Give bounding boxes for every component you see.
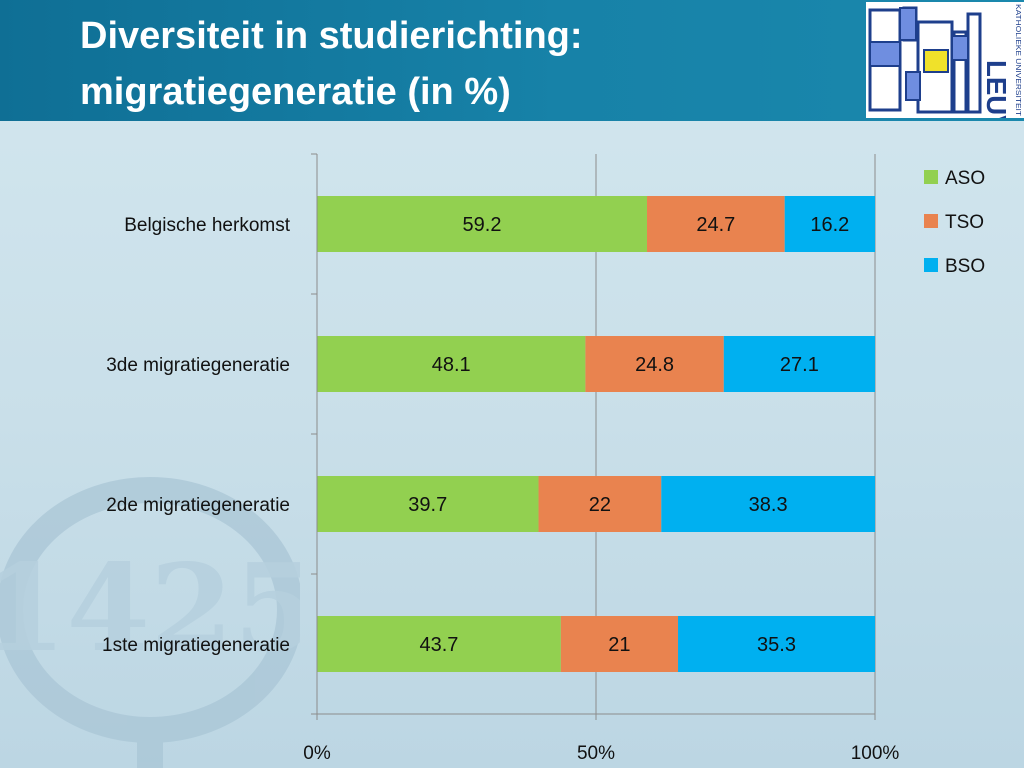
header-bar: Diversiteit in studierichting: migratieg… xyxy=(0,0,1024,121)
data-label: 24.7 xyxy=(696,214,735,236)
legend-swatch-bso xyxy=(924,258,938,272)
stacked-bar-chart: 59.2 24.7 16.2 48.1 24.8 27.1 39.7 22 38.3 43.7 21… xyxy=(102,153,985,764)
legend-label: BSO xyxy=(945,256,985,277)
data-label: 35.3 xyxy=(757,634,796,656)
legend-label: TSO xyxy=(945,212,984,233)
legend-label: ASO xyxy=(945,168,985,189)
category-label: 1ste migratiegeneratie xyxy=(102,635,290,656)
x-tick-label: 50% xyxy=(577,743,615,764)
legend-swatch-aso xyxy=(924,170,938,184)
title-line-2: migratiegeneratie (in %) xyxy=(80,71,511,113)
label-layer: 59.2 24.7 16.2 48.1 24.8 27.1 39.7 22 38.3 43.7 21… xyxy=(408,214,849,656)
bar-segment-tso xyxy=(585,336,724,392)
category-label: 3de migratiegeneratie xyxy=(106,355,290,376)
bar-segment-aso xyxy=(317,616,561,672)
bar-segment-aso xyxy=(317,196,648,252)
legend-swatch-tso xyxy=(924,214,938,228)
page-title: Diversiteit in studierichting: migratieg… xyxy=(80,8,840,120)
bar-segment-aso xyxy=(317,336,586,392)
bar-segment-tso xyxy=(647,196,785,252)
data-label: 16.2 xyxy=(810,214,849,236)
bar-layer xyxy=(317,196,875,672)
data-label: 39.7 xyxy=(408,494,447,516)
watermark-text: 1425 xyxy=(0,538,300,679)
logo-text-small: KATHOLIEKE UNIVERSITEIT xyxy=(1014,4,1021,117)
category-label: 2de migratiegeneratie xyxy=(106,495,290,516)
bar-segment-bso xyxy=(661,476,875,532)
bar-segment-bso xyxy=(723,336,875,392)
watermark-key-icon: 1425 xyxy=(0,477,300,768)
legend-layer: ASO TSO BSO xyxy=(924,168,985,277)
logo-building-icon xyxy=(868,6,982,114)
logo-text-block: LEUVEN KATHOLIEKE UNIVERSITEIT xyxy=(981,2,1024,172)
data-label: 21 xyxy=(608,634,630,656)
x-tick-label: 0% xyxy=(303,743,331,764)
axis-layer: 0% 50% 100% Belgische herkomst 3de migratieg… xyxy=(102,153,900,764)
category-label: Belgische herkomst xyxy=(124,215,291,236)
bar-segment-tso xyxy=(538,476,662,532)
data-label: 27.1 xyxy=(780,354,819,376)
data-label: 59.2 xyxy=(463,214,502,236)
data-label: 43.7 xyxy=(419,634,458,656)
x-tick-label: 100% xyxy=(851,743,900,764)
university-logo xyxy=(866,2,984,118)
bar-segment-bso xyxy=(678,616,875,672)
bar-segment-bso xyxy=(784,196,875,252)
data-label: 48.1 xyxy=(432,354,471,376)
logo-text-main: LEUVEN xyxy=(984,60,1012,118)
bar-segment-tso xyxy=(560,616,679,672)
data-label: 38.3 xyxy=(749,494,788,516)
title-line-1: Diversiteit in studierichting: xyxy=(80,15,583,57)
logo-text-svg: LEUVEN KATHOLIEKE UNIVERSITEIT xyxy=(981,4,1021,172)
data-label: 24.8 xyxy=(635,354,674,376)
data-label: 22 xyxy=(589,494,611,516)
bar-segment-aso xyxy=(317,476,539,532)
